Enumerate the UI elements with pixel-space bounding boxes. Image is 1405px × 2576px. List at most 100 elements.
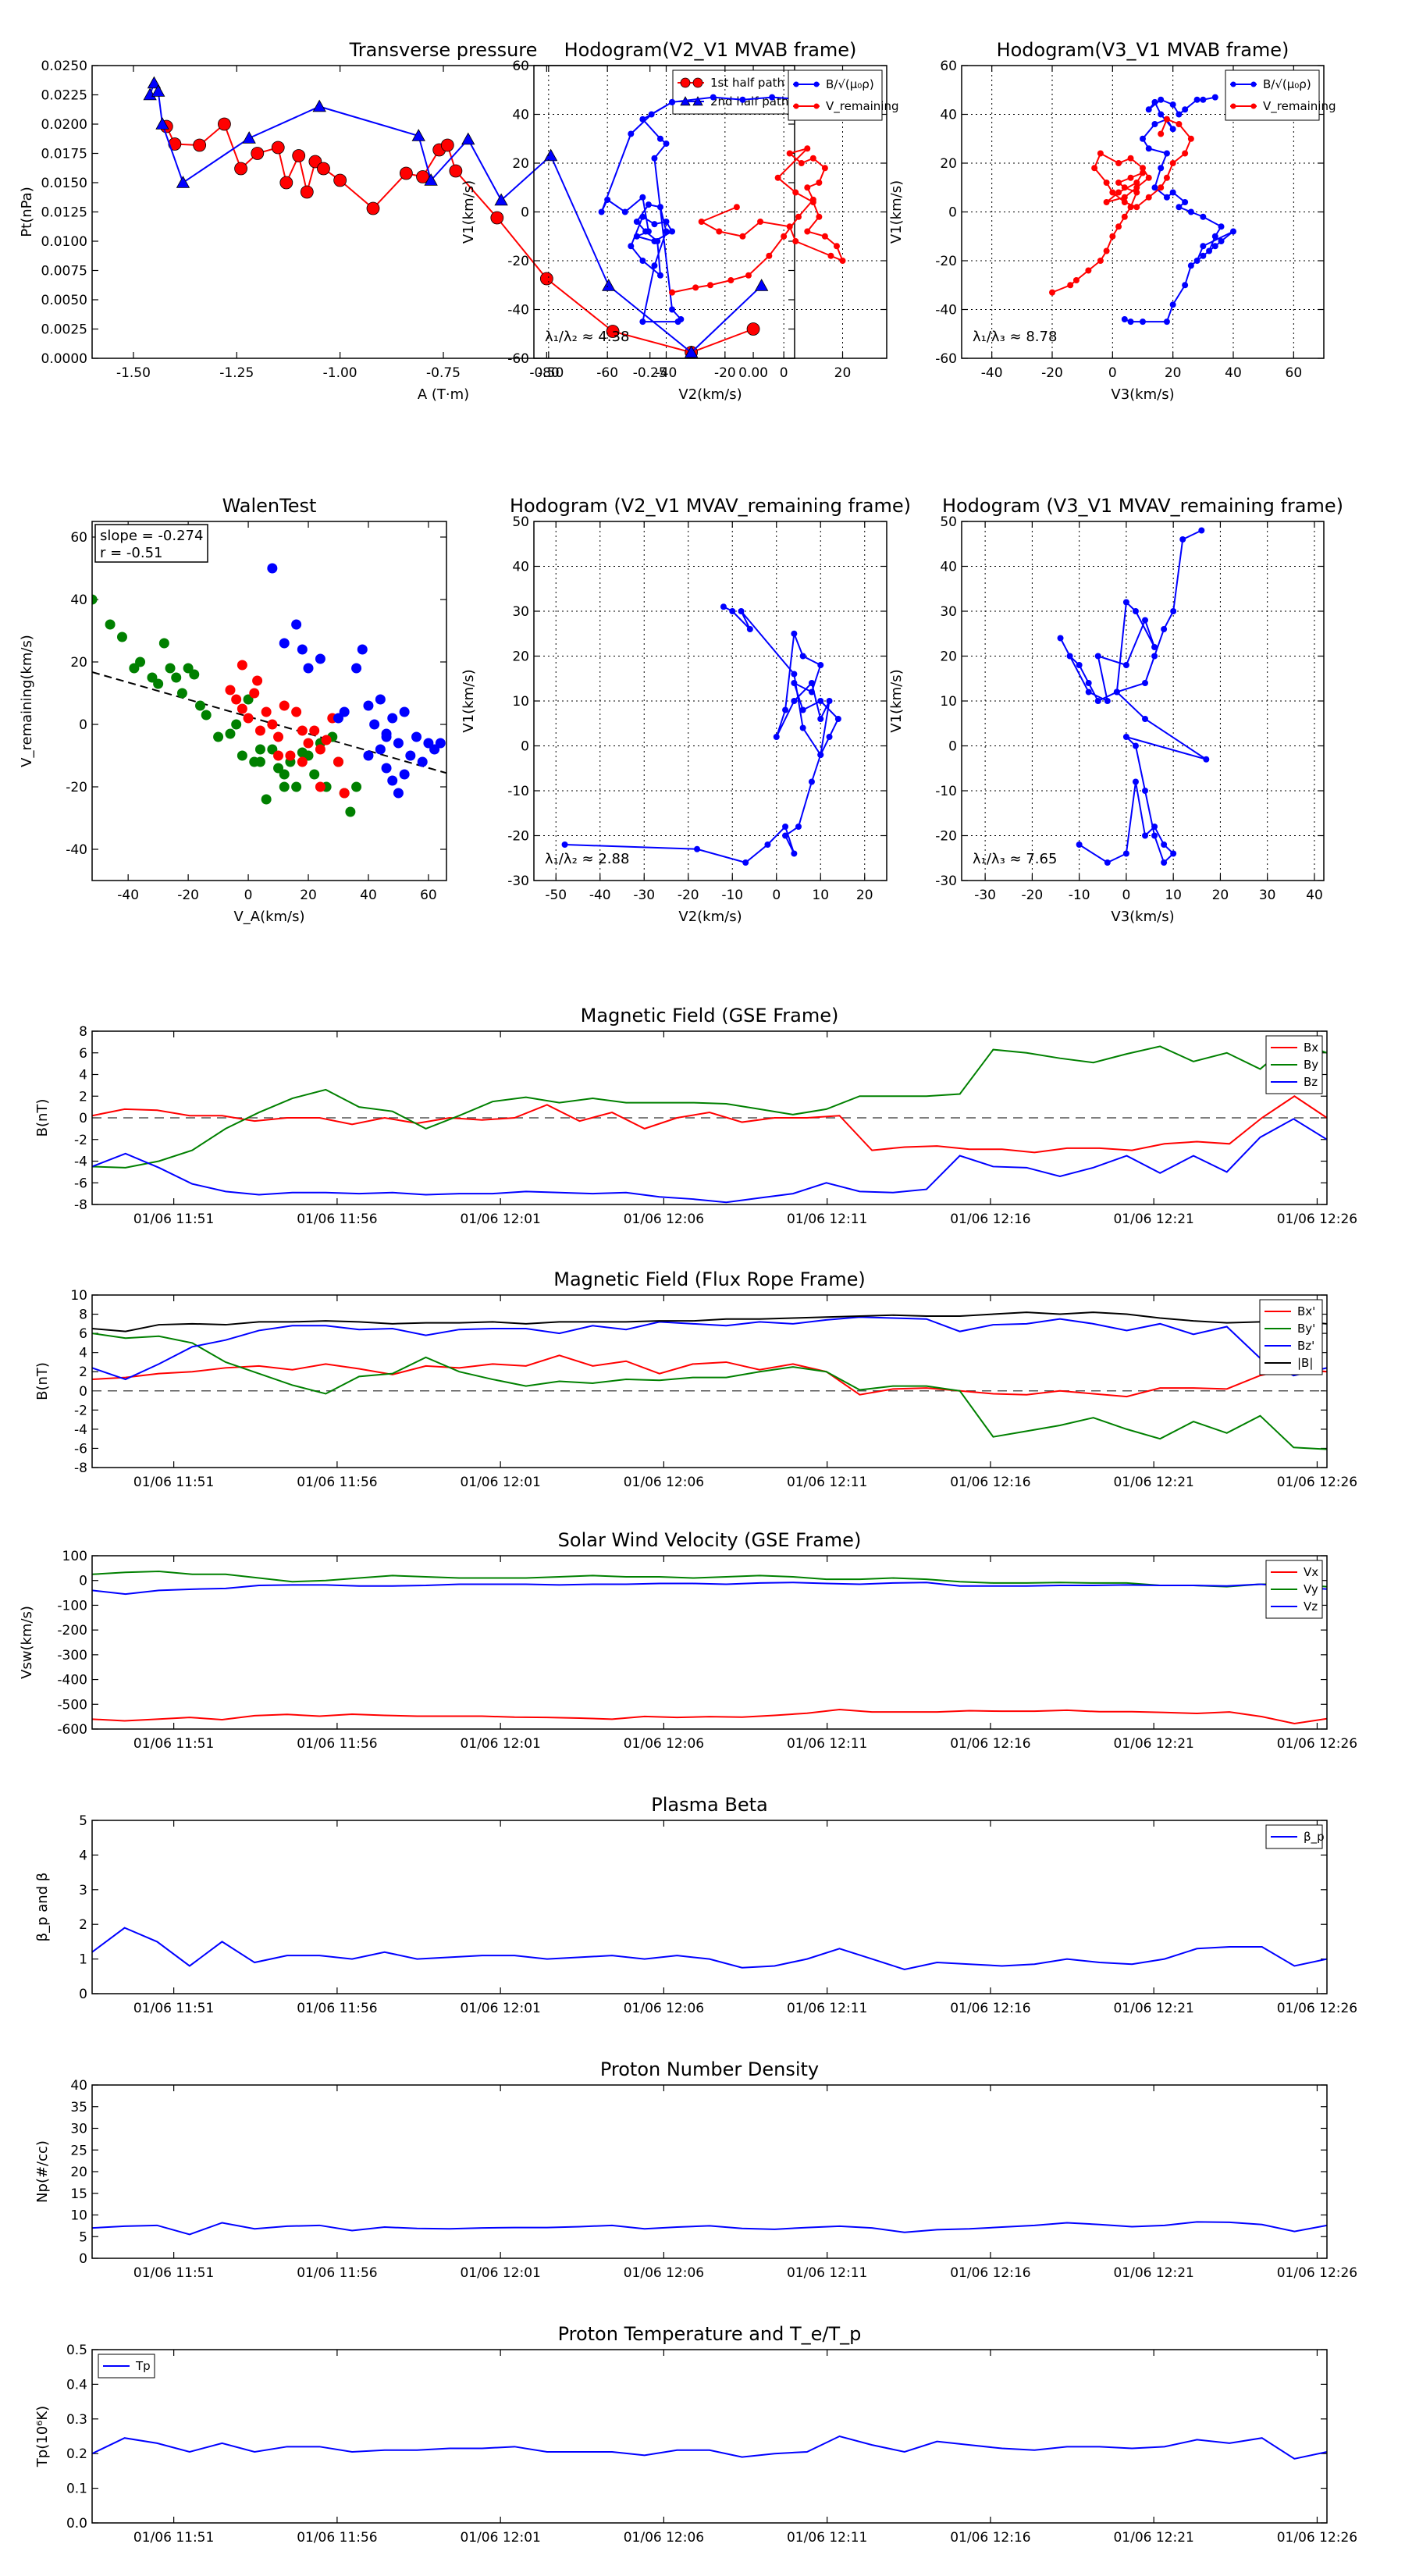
y-tick-label: -20 bbox=[66, 780, 87, 795]
data-point bbox=[1076, 841, 1083, 848]
data-point bbox=[1140, 318, 1146, 326]
data-point bbox=[490, 211, 504, 225]
data-point bbox=[1176, 204, 1183, 211]
data-point bbox=[1113, 688, 1120, 696]
x-tick-label: 60 bbox=[420, 888, 437, 903]
x-tick-label: 01/06 12:16 bbox=[950, 1475, 1030, 1490]
data-point bbox=[333, 713, 343, 724]
x-tick-label: -1.00 bbox=[323, 365, 357, 381]
data-point bbox=[218, 117, 231, 131]
data-point bbox=[291, 706, 302, 717]
y-tick-label: 60 bbox=[70, 530, 87, 546]
data-point bbox=[606, 325, 620, 338]
y-tick-label: 0 bbox=[79, 2251, 87, 2267]
x-tick-label: 01/06 12:16 bbox=[950, 1736, 1030, 1752]
legend-label: 2nd half path bbox=[710, 94, 788, 109]
x-tick-label: 0 bbox=[772, 888, 781, 903]
data-point bbox=[663, 219, 670, 225]
data-point bbox=[786, 150, 793, 157]
data-point bbox=[543, 148, 558, 162]
x-tick-label: 01/06 12:01 bbox=[460, 2265, 540, 2281]
y-tick-label: 40 bbox=[70, 592, 87, 608]
data-point bbox=[449, 164, 463, 178]
plot-frame bbox=[91, 1820, 1328, 1994]
data-point bbox=[381, 763, 392, 774]
data-point bbox=[816, 213, 823, 220]
data-point bbox=[645, 201, 652, 208]
data-point bbox=[1145, 145, 1152, 152]
data-point bbox=[827, 252, 834, 259]
data-point bbox=[834, 716, 841, 722]
chart-10: Plasma Beta 01/06 11:51 01/06 11:56 01/06 1… bbox=[34, 1794, 1357, 2016]
data-point bbox=[363, 700, 374, 711]
y-tick-label: -2 bbox=[74, 1133, 87, 1148]
data-point bbox=[628, 243, 635, 250]
series-line bbox=[92, 2435, 1327, 2460]
chart-7: Magnetic Field (GSE Frame) 01/06 11:51 01/… bbox=[34, 1005, 1357, 1227]
data-point bbox=[116, 632, 127, 642]
data-point bbox=[739, 233, 746, 240]
x-tick-label: 01/06 12:26 bbox=[1277, 2265, 1357, 2281]
data-point bbox=[669, 98, 676, 105]
data-point bbox=[251, 147, 265, 160]
y-tick-label: -4 bbox=[74, 1422, 87, 1438]
y-axis-label: V1(km/s) bbox=[888, 180, 905, 244]
data-point bbox=[92, 594, 98, 605]
fit-line bbox=[92, 671, 446, 774]
y-tick-label: 10 bbox=[70, 2208, 87, 2224]
data-point bbox=[639, 213, 646, 220]
data-point bbox=[267, 744, 278, 755]
y-tick-label: 20 bbox=[512, 156, 529, 172]
plot-area bbox=[92, 563, 446, 817]
data-point bbox=[429, 744, 440, 755]
data-point bbox=[279, 781, 290, 792]
data-point bbox=[1182, 150, 1189, 157]
x-tick-label: -10 bbox=[721, 888, 743, 903]
data-point bbox=[604, 196, 611, 203]
data-point bbox=[809, 155, 816, 162]
data-point bbox=[738, 608, 745, 614]
x-tick-label: 01/06 12:21 bbox=[1113, 1475, 1193, 1490]
plot-area bbox=[598, 94, 846, 326]
chart-3: Hodogram(V3_V1 MVAB frame) -40 -20 0 20 40 60 -… bbox=[888, 39, 1336, 403]
data-point bbox=[1115, 223, 1122, 230]
data-point bbox=[155, 117, 169, 130]
y-tick-label: 0.0150 bbox=[41, 176, 87, 191]
data-point bbox=[1230, 81, 1236, 87]
data-point bbox=[1250, 81, 1257, 87]
data-point bbox=[639, 258, 646, 264]
data-point bbox=[201, 710, 212, 720]
data-point bbox=[808, 680, 815, 686]
data-point bbox=[795, 213, 802, 220]
y-tick-label: 0.0050 bbox=[41, 293, 87, 308]
y-tick-label: 0 bbox=[79, 1384, 87, 1400]
data-point bbox=[1211, 94, 1218, 101]
data-point bbox=[411, 129, 425, 141]
chart-8: Magnetic Field (Flux Rope Frame) 01/06 11… bbox=[34, 1268, 1357, 1490]
x-tick-label: -60 bbox=[596, 365, 618, 381]
y-tick-label: 5 bbox=[79, 2229, 87, 2245]
data-point bbox=[813, 81, 820, 87]
y-tick-label: 5 bbox=[79, 1813, 87, 1829]
y-axis-label: β_p and β bbox=[34, 1873, 51, 1942]
data-point bbox=[782, 824, 789, 830]
data-point bbox=[1132, 608, 1139, 614]
data-point bbox=[786, 223, 793, 230]
x-tick-label: -80 bbox=[538, 365, 560, 381]
y-tick-label: -60 bbox=[935, 351, 957, 367]
data-point bbox=[809, 199, 816, 205]
x-tick-label: 40 bbox=[1306, 888, 1323, 903]
data-point bbox=[663, 141, 670, 147]
data-point bbox=[249, 688, 260, 699]
x-tick-label: 20 bbox=[856, 888, 873, 903]
data-point bbox=[746, 322, 760, 336]
y-tick-label: 0 bbox=[521, 739, 529, 755]
x-tick-label: 01/06 12:26 bbox=[1277, 2530, 1357, 2546]
y-tick-label: 40 bbox=[70, 2078, 87, 2094]
series-line bbox=[671, 147, 845, 294]
data-point bbox=[1076, 662, 1083, 668]
data-point bbox=[669, 228, 676, 235]
series-line bbox=[92, 1354, 1327, 1398]
data-point bbox=[399, 706, 410, 717]
y-tick-label: 0 bbox=[79, 1111, 87, 1126]
